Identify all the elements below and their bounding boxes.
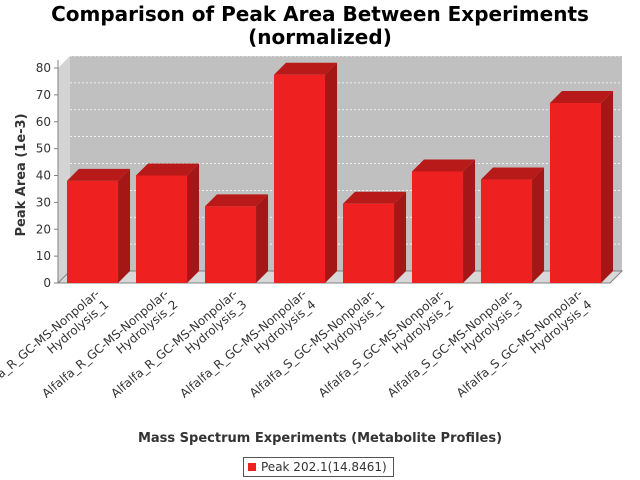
chart-title-line-2: (normalized) [248,25,392,49]
legend-swatch [248,463,256,471]
bar [411,171,464,283]
bar-side [601,90,614,283]
bar-side [532,167,545,283]
y-tick-label: 80 [36,61,51,75]
bar-top [480,167,545,180]
y-tick-label: 30 [36,195,51,209]
bar-side [394,191,407,283]
bar-side [463,159,476,283]
bar-top [411,159,476,172]
bar-side [118,168,131,283]
chart-title-line-1: Comparison of Peak Area Between Experime… [51,2,589,26]
bar-top [549,90,614,103]
legend: Peak 202.1(14.8461) [243,457,394,477]
legend-label: Peak 202.1(14.8461) [261,460,387,474]
y-tick-label: 0 [43,276,51,290]
bar-side [325,62,338,283]
y-tick-label: 70 [36,88,51,102]
bar [66,180,119,283]
bar [549,102,602,283]
bar [342,203,395,283]
bar [273,74,326,283]
bar [135,175,188,283]
bar-top [66,168,131,181]
bar [204,206,257,283]
y-tick-label: 40 [36,169,51,183]
bar-top [135,163,200,176]
y-tick-label: 10 [36,249,51,263]
y-axis-label: Peak Area (1e-3) [14,113,29,236]
y-tick-label: 50 [36,142,51,156]
y-tick-label: 60 [36,115,51,129]
bar-top [204,194,269,207]
x-axis-label: Mass Spectrum Experiments (Metabolite Pr… [137,431,503,446]
bar-side [256,194,269,283]
y-tick-label: 20 [36,222,51,236]
bar-top [342,191,407,204]
bar [480,179,533,283]
bar-top [273,62,338,75]
bar-side [187,163,200,283]
